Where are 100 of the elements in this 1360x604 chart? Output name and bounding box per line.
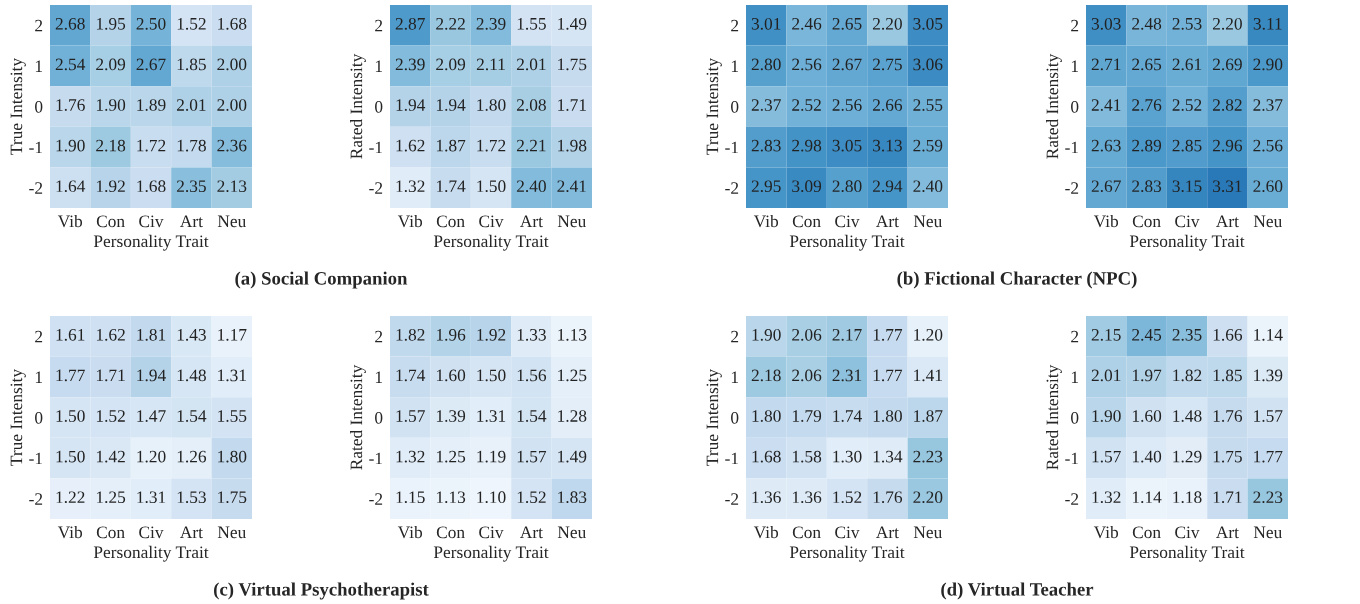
data-label: 2.53 — [1172, 17, 1202, 30]
data-label: 2.11 — [476, 58, 505, 71]
data-label: 1.62 — [96, 328, 125, 341]
data-label: 2.55 — [913, 99, 943, 111]
data-label: 1.55 — [517, 18, 546, 30]
data-label: 1.68 — [137, 180, 166, 193]
y-tick-label: 0 — [1071, 100, 1079, 113]
data-label: 2.63 — [1091, 139, 1121, 152]
data-label: 1.13 — [558, 328, 587, 341]
y-tick-label: 0 — [35, 411, 43, 424]
data-label: 1.56 — [517, 369, 547, 382]
data-label: 1.54 — [177, 410, 207, 422]
y-tick-label: 2 — [1071, 330, 1079, 343]
y-axis-title: True Intensity — [706, 368, 722, 466]
data-label: 1.68 — [752, 450, 781, 463]
y-axis-title: Rated Intensity — [1046, 364, 1062, 470]
x-tick-label: Civ — [479, 215, 504, 228]
x-tick-label: Con — [1132, 526, 1161, 539]
data-label: 3.06 — [913, 58, 943, 71]
data-label: 1.50 — [56, 410, 85, 422]
data-label: 3.03 — [1091, 17, 1121, 30]
data-label: 1.80 — [477, 99, 506, 111]
data-label: 2.37 — [1253, 99, 1283, 111]
data-label: 1.85 — [1213, 369, 1242, 382]
data-label: 1.77 — [873, 369, 903, 382]
data-label: 1.74 — [396, 369, 426, 382]
data-label: 1.72 — [137, 139, 166, 152]
data-label: 2.18 — [96, 139, 126, 152]
data-label: 1.50 — [477, 369, 506, 382]
y-axis-title: Rated Intensity — [350, 53, 366, 159]
data-label: 1.90 — [752, 328, 781, 341]
data-label: 1.87 — [436, 139, 466, 152]
data-label: 1.82 — [396, 328, 425, 341]
data-label: 2.66 — [872, 99, 903, 111]
y-tick-label: -1 — [1065, 141, 1079, 154]
x-tick-label: Neu — [1253, 526, 1282, 539]
data-label: 1.94 — [137, 369, 166, 382]
data-label: 2.06 — [792, 328, 822, 341]
x-tick-label: Con — [96, 215, 125, 228]
data-label: 2.39 — [395, 58, 425, 71]
data-label: 1.52 — [96, 410, 125, 422]
y-tick-label: -2 — [1065, 493, 1079, 505]
y-tick-label: 0 — [35, 100, 43, 113]
data-label: 3.01 — [751, 17, 781, 30]
data-label: 1.78 — [177, 139, 206, 152]
x-tick-label: Vib — [397, 214, 423, 228]
x-axis-title: Personality Trait — [93, 234, 209, 251]
y-tick-label: 1 — [1071, 371, 1079, 383]
data-label: 2.69 — [1212, 58, 1242, 71]
data-label: 1.75 — [218, 491, 247, 504]
data-label: 1.60 — [436, 369, 466, 382]
data-label: 3.13 — [873, 139, 902, 152]
data-label: 2.56 — [832, 99, 862, 111]
data-label: 1.41 — [914, 369, 942, 382]
y-tick-label: -1 — [369, 452, 383, 465]
x-axis-title: Personality Trait — [1129, 234, 1245, 251]
x-tick-label: Art — [520, 526, 543, 539]
data-label: 1.31 — [218, 369, 246, 382]
data-label: 1.77 — [1254, 450, 1283, 463]
data-label: 1.14 — [1132, 491, 1162, 504]
data-label: 1.76 — [873, 491, 903, 504]
data-label: 2.50 — [136, 17, 166, 30]
x-tick-label: Vib — [57, 525, 83, 539]
y-tick-label: 1 — [731, 60, 739, 72]
data-label: 3.11 — [1253, 17, 1282, 30]
x-tick-label: Civ — [835, 215, 860, 228]
x-tick-label: Con — [1132, 215, 1161, 228]
text: (b) Fictional Character (NPC) — [897, 271, 1137, 289]
data-label: 1.68 — [218, 17, 247, 30]
data-label: 1.80 — [873, 410, 902, 422]
data-label: 3.15 — [1172, 180, 1202, 193]
data-label: 1.53 — [177, 491, 206, 504]
y-tick-label: 0 — [375, 411, 383, 424]
y-tick-label: 2 — [35, 330, 43, 343]
data-label: 1.71 — [96, 369, 125, 382]
data-label: 1.52 — [177, 17, 206, 30]
data-label: 2.09 — [436, 58, 466, 71]
data-label: 2.83 — [1132, 180, 1162, 193]
data-label: 2.35 — [1172, 328, 1202, 341]
y-tick-label: -2 — [725, 182, 739, 194]
data-label: 1.87 — [914, 410, 943, 422]
data-label: 3.31 — [1213, 180, 1242, 193]
x-tick-label: Vib — [753, 214, 779, 228]
data-label: 2.65 — [832, 17, 862, 30]
data-label: 2.67 — [136, 58, 166, 71]
x-tick-label: Civ — [835, 526, 860, 539]
x-tick-label: Con — [436, 215, 465, 228]
data-label: 1.64 — [56, 180, 86, 193]
data-label: 1.90 — [56, 139, 85, 152]
y-tick-label: 0 — [375, 100, 383, 113]
data-label: 1.22 — [56, 491, 85, 504]
y-tick-label: 1 — [35, 60, 43, 72]
data-label: 2.46 — [792, 17, 822, 30]
data-label: 2.17 — [832, 328, 862, 341]
y-tick-label: 1 — [35, 371, 43, 383]
x-tick-label: Vib — [1093, 525, 1119, 539]
data-label: 2.20 — [913, 491, 943, 504]
data-label: 1.55 — [218, 410, 247, 422]
data-label: 2.90 — [1253, 58, 1283, 71]
y-tick-label: -2 — [1065, 182, 1079, 194]
